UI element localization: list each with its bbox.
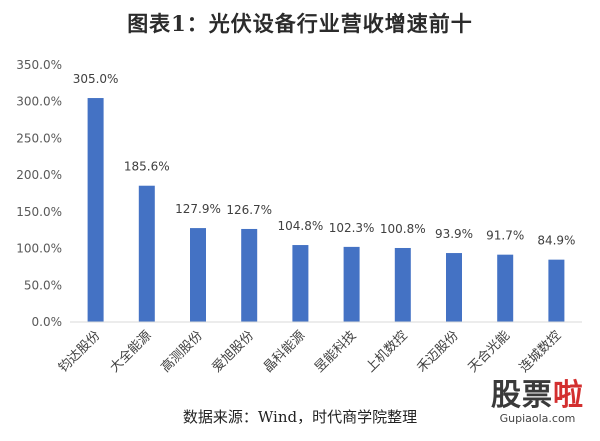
bar [138, 185, 155, 322]
x-tick-label: 天合光能 [466, 328, 513, 375]
x-tick-label: 高测股份 [158, 328, 206, 376]
chart-title: 图表1：光伏设备行业营收增速前十 [127, 11, 473, 36]
y-tick-label: 100.0% [16, 242, 62, 256]
bar-chart: 0.0% 50.0% 100.0% 150.0% 200.0% 250.0% 300.0% 3… [16, 58, 582, 376]
y-tick-label: 250.0% [16, 131, 62, 145]
data-label: 104.8% [278, 219, 324, 233]
bar [497, 254, 514, 322]
data-label: 91.7% [486, 229, 524, 243]
bar [87, 98, 104, 323]
bars [87, 98, 565, 323]
y-tick-label: 350.0% [16, 58, 62, 72]
data-labels: 305.0% 185.6% 127.9% 126.7% 104.8% 102.3% 100.… [73, 72, 576, 248]
bar [446, 253, 462, 322]
x-axis: 钧达股份 大全能源 高测股份 爱旭股份 晶科能源 昱能科技 上机数控 禾迈股份 天合光能 连城数控 [56, 321, 582, 376]
x-tick-label: 禾迈股份 [414, 328, 461, 375]
data-label: 185.6% [124, 160, 170, 174]
y-tick-label: 50.0% [24, 278, 62, 292]
watermark-logo: 股票啦 Gupiaola.com [491, 378, 584, 426]
bar [343, 246, 360, 322]
source-note: 数据来源：Wind，时代商学院整理 [182, 408, 418, 426]
watermark-url: Gupiaola.com [499, 412, 576, 425]
x-tick-label: 大全能源 [107, 328, 155, 376]
watermark-text: 股票 [491, 378, 553, 413]
x-tick-label: 爱旭股份 [210, 328, 257, 375]
x-tick-label: 钧达股份 [56, 328, 103, 375]
y-tick-label: 300.0% [16, 95, 62, 109]
bar [292, 245, 309, 322]
x-tick-label: 连城数控 [516, 328, 564, 376]
bar [190, 228, 206, 322]
data-label: 84.9% [537, 234, 575, 248]
bar [241, 228, 258, 322]
data-label: 126.7% [226, 203, 272, 217]
data-label: 102.3% [329, 221, 375, 235]
y-axis: 0.0% 50.0% 100.0% 150.0% 200.0% 250.0% 300.0% 3… [16, 58, 62, 329]
y-tick-label: 150.0% [16, 205, 62, 219]
bar [394, 247, 411, 322]
data-label: 93.9% [435, 227, 473, 241]
data-label: 127.9% [175, 202, 221, 216]
data-label: 305.0% [73, 72, 119, 86]
y-tick-label: 0.0% [32, 315, 63, 329]
y-tick-label: 200.0% [16, 168, 62, 182]
data-label: 100.8% [380, 222, 426, 236]
x-tick-label: 晶科能源 [261, 328, 308, 375]
bar [548, 259, 565, 322]
x-tick-label: 上机数控 [363, 328, 410, 375]
watermark-text-accent: 啦 [553, 378, 584, 413]
x-tick-label: 昱能科技 [312, 328, 359, 375]
